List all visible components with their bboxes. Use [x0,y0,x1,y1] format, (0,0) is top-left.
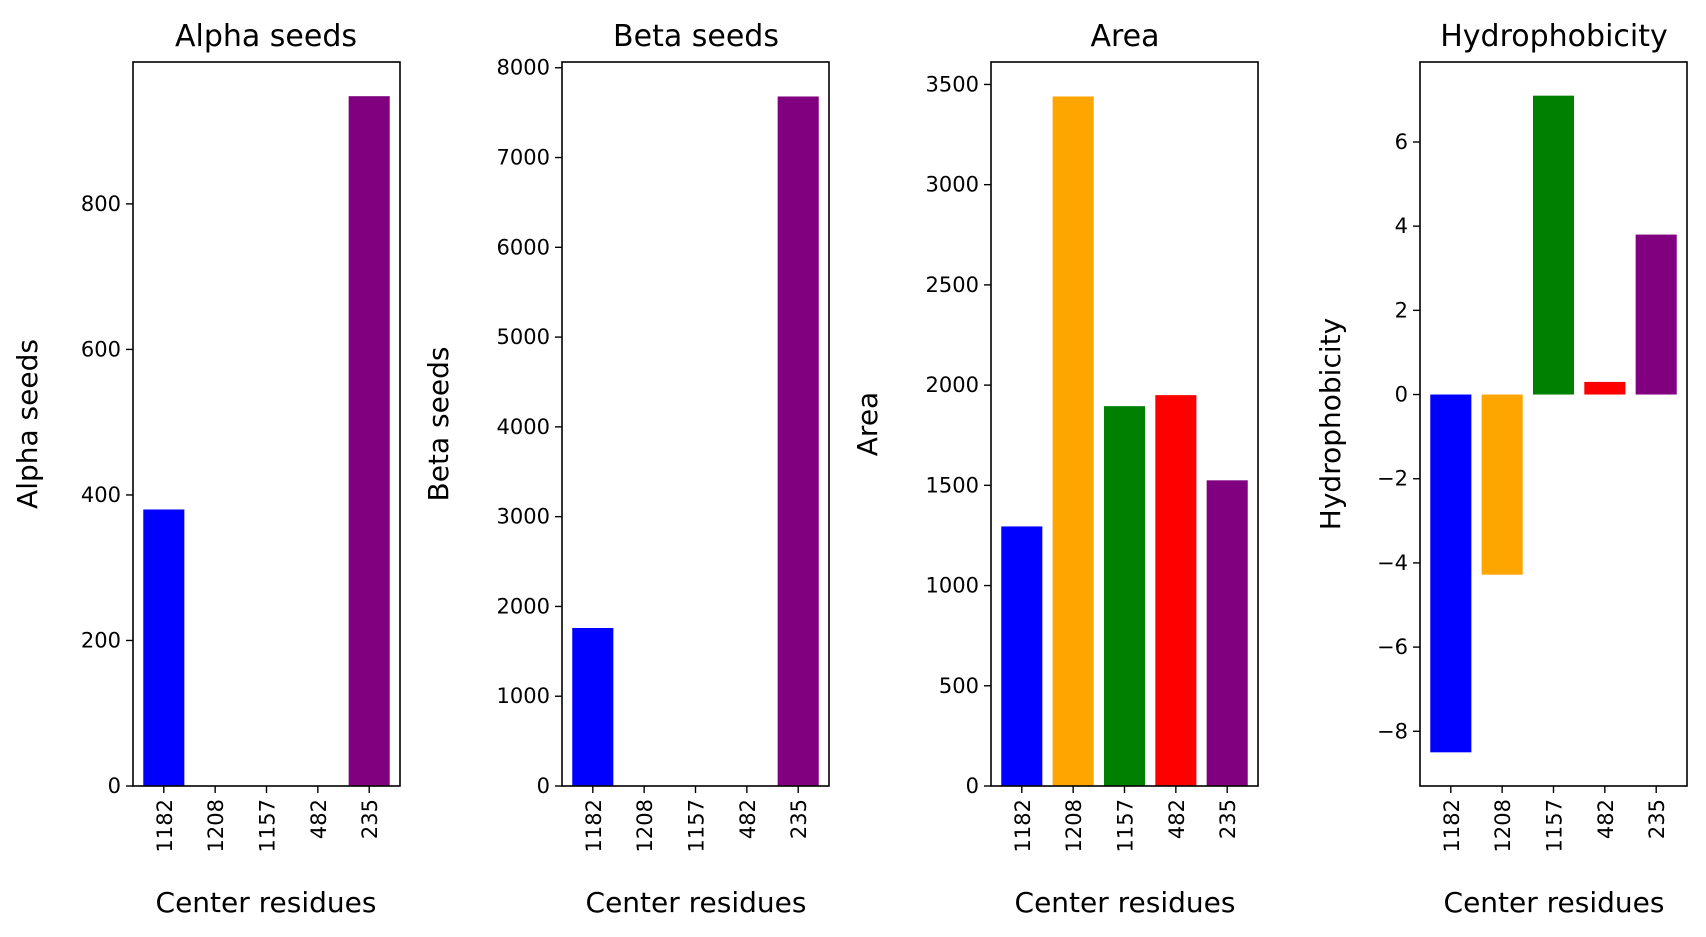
y-tick-label: −4 [1377,551,1408,575]
chart-title: Alpha seeds [175,19,357,54]
chart-title: Area [1090,19,1159,54]
y-tick-label: 0 [1395,383,1408,407]
y-tick-label: 6 [1395,130,1408,154]
bar-1182 [1001,526,1043,786]
x-axis-title: Center residues [156,886,377,919]
y-tick-label: 2000 [497,594,550,618]
chart-panel: 0 500 1000 1500 2000 2500 3000 3500 1182 1208 1157… [851,19,1259,919]
y-tick-label: 0 [966,774,979,798]
bar-1182 [572,627,614,786]
y-tick-label: 0 [537,774,550,798]
chart-panel: 0 200 400 600 800 1182 1208 1157 482 235 Alpha see… [11,19,401,919]
y-tick-label: 3000 [926,173,979,197]
y-axis-title: Alpha seeds [11,339,44,509]
x-tick-label: 235 [787,799,811,839]
bar-482 [1155,395,1197,786]
y-axis-title: Area [851,392,884,456]
x-tick-label: 1182 [582,799,606,852]
chart-panel: 0 1000 2000 3000 4000 5000 6000 7000 8000 1182 120… [422,19,830,919]
chart-title: Beta seeds [613,19,779,54]
y-tick-label: 1000 [926,574,979,598]
x-tick-label: 1208 [633,799,657,852]
y-tick-label: 1000 [497,684,550,708]
bar-1208 [1481,394,1523,575]
y-tick-label: 3000 [497,505,550,529]
bar-1157 [1103,406,1146,786]
y-tick-label: 2000 [926,373,979,397]
y-tick-label: 2 [1395,298,1408,322]
bar-235 [777,96,819,787]
x-tick-label: 235 [1645,799,1669,839]
x-axis-title: Center residues [1015,886,1236,919]
y-tick-label: 800 [81,192,121,216]
bar-1157 [1532,95,1575,395]
x-tick-label: 1182 [1440,799,1464,852]
x-tick-label: 1157 [256,799,280,852]
x-tick-label: 482 [1594,799,1618,839]
bar-235 [348,96,390,786]
x-tick-label: 1157 [685,799,709,852]
x-axis-title: Center residues [586,886,807,919]
y-tick-label: −6 [1377,635,1408,659]
x-tick-label: 482 [1165,799,1189,839]
y-tick-label: −8 [1377,719,1408,743]
y-axis-title: Beta seeds [422,347,455,502]
bar-235 [1206,480,1248,786]
x-tick-label: 1157 [1114,799,1138,852]
x-tick-label: 235 [358,799,382,839]
y-tick-label: −2 [1377,467,1408,491]
bar-482 [1584,381,1626,395]
y-tick-label: 200 [81,628,121,652]
x-tick-label: 1208 [1062,799,1086,852]
y-tick-label: 2500 [926,273,979,297]
x-tick-label: 1182 [1011,799,1035,852]
y-axis-title: Hydrophobicity [1314,318,1347,530]
x-tick-label: 1208 [204,799,228,852]
y-tick-label: 400 [81,483,121,507]
x-tick-label: 1157 [1543,799,1567,852]
x-tick-label: 482 [307,799,331,839]
bar-235 [1635,234,1677,395]
y-tick-label: 600 [81,337,121,361]
y-tick-label: 6000 [497,235,550,259]
y-tick-label: 1500 [926,473,979,497]
bar-1208 [1052,96,1094,787]
y-tick-label: 5000 [497,325,550,349]
y-tick-label: 4000 [497,415,550,439]
chart-panel: −8 −6 −4 −2 0 2 4 6 1182 1208 1157 482 235 Hydrophobi… [1314,19,1688,919]
x-tick-label: 235 [1216,799,1240,839]
x-tick-label: 482 [736,799,760,839]
y-tick-label: 3500 [926,72,979,96]
bar-1182 [143,509,185,786]
x-tick-label: 1208 [1491,799,1515,852]
y-tick-label: 4 [1395,214,1408,238]
bar-1182 [1430,394,1472,753]
y-tick-label: 7000 [497,146,550,170]
chart-title: Hydrophobicity [1440,19,1668,54]
y-tick-label: 500 [939,674,979,698]
y-tick-label: 8000 [497,56,550,80]
x-axis-title: Center residues [1444,886,1665,919]
y-tick-label: 0 [108,774,121,798]
x-tick-label: 1182 [153,799,177,852]
